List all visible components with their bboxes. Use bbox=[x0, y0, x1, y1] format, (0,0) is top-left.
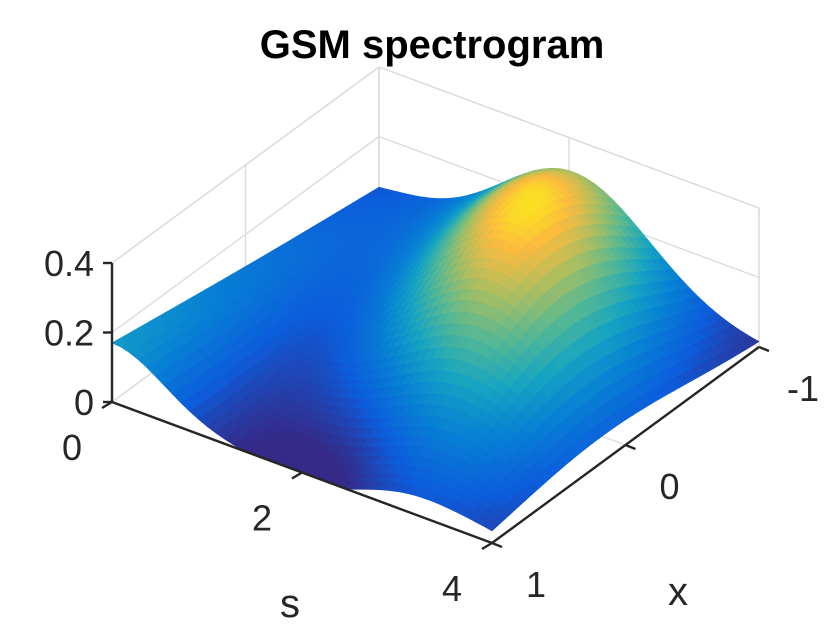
y-tick-mark bbox=[625, 443, 636, 451]
y-tick-label: -1 bbox=[787, 368, 819, 409]
z-tick-label: 0 bbox=[74, 382, 94, 423]
chart-title: GSM spectrogram bbox=[260, 23, 605, 67]
y-tick-label: 1 bbox=[526, 564, 546, 605]
x-tick-mark bbox=[291, 471, 303, 480]
y-tick-mark bbox=[758, 345, 770, 353]
y-tick-label: 0 bbox=[659, 466, 679, 507]
axis-layer: 0 2 4 -1 0 1 0 0.2 0.4 bbox=[44, 243, 819, 609]
y-tick-mark bbox=[491, 541, 503, 549]
x-axis-label: s bbox=[280, 582, 300, 626]
x-tick-label: 0 bbox=[62, 427, 82, 468]
y-axis-label: x bbox=[668, 570, 688, 614]
z-tick-label: 0.2 bbox=[44, 313, 94, 354]
x-tick-mark bbox=[481, 541, 493, 551]
surface-patch bbox=[482, 519, 500, 532]
surface-layer bbox=[111, 167, 760, 532]
x-tick-label: 4 bbox=[442, 568, 462, 609]
z-tick-label: 0.4 bbox=[44, 243, 94, 284]
x-tick-label: 2 bbox=[252, 498, 272, 539]
